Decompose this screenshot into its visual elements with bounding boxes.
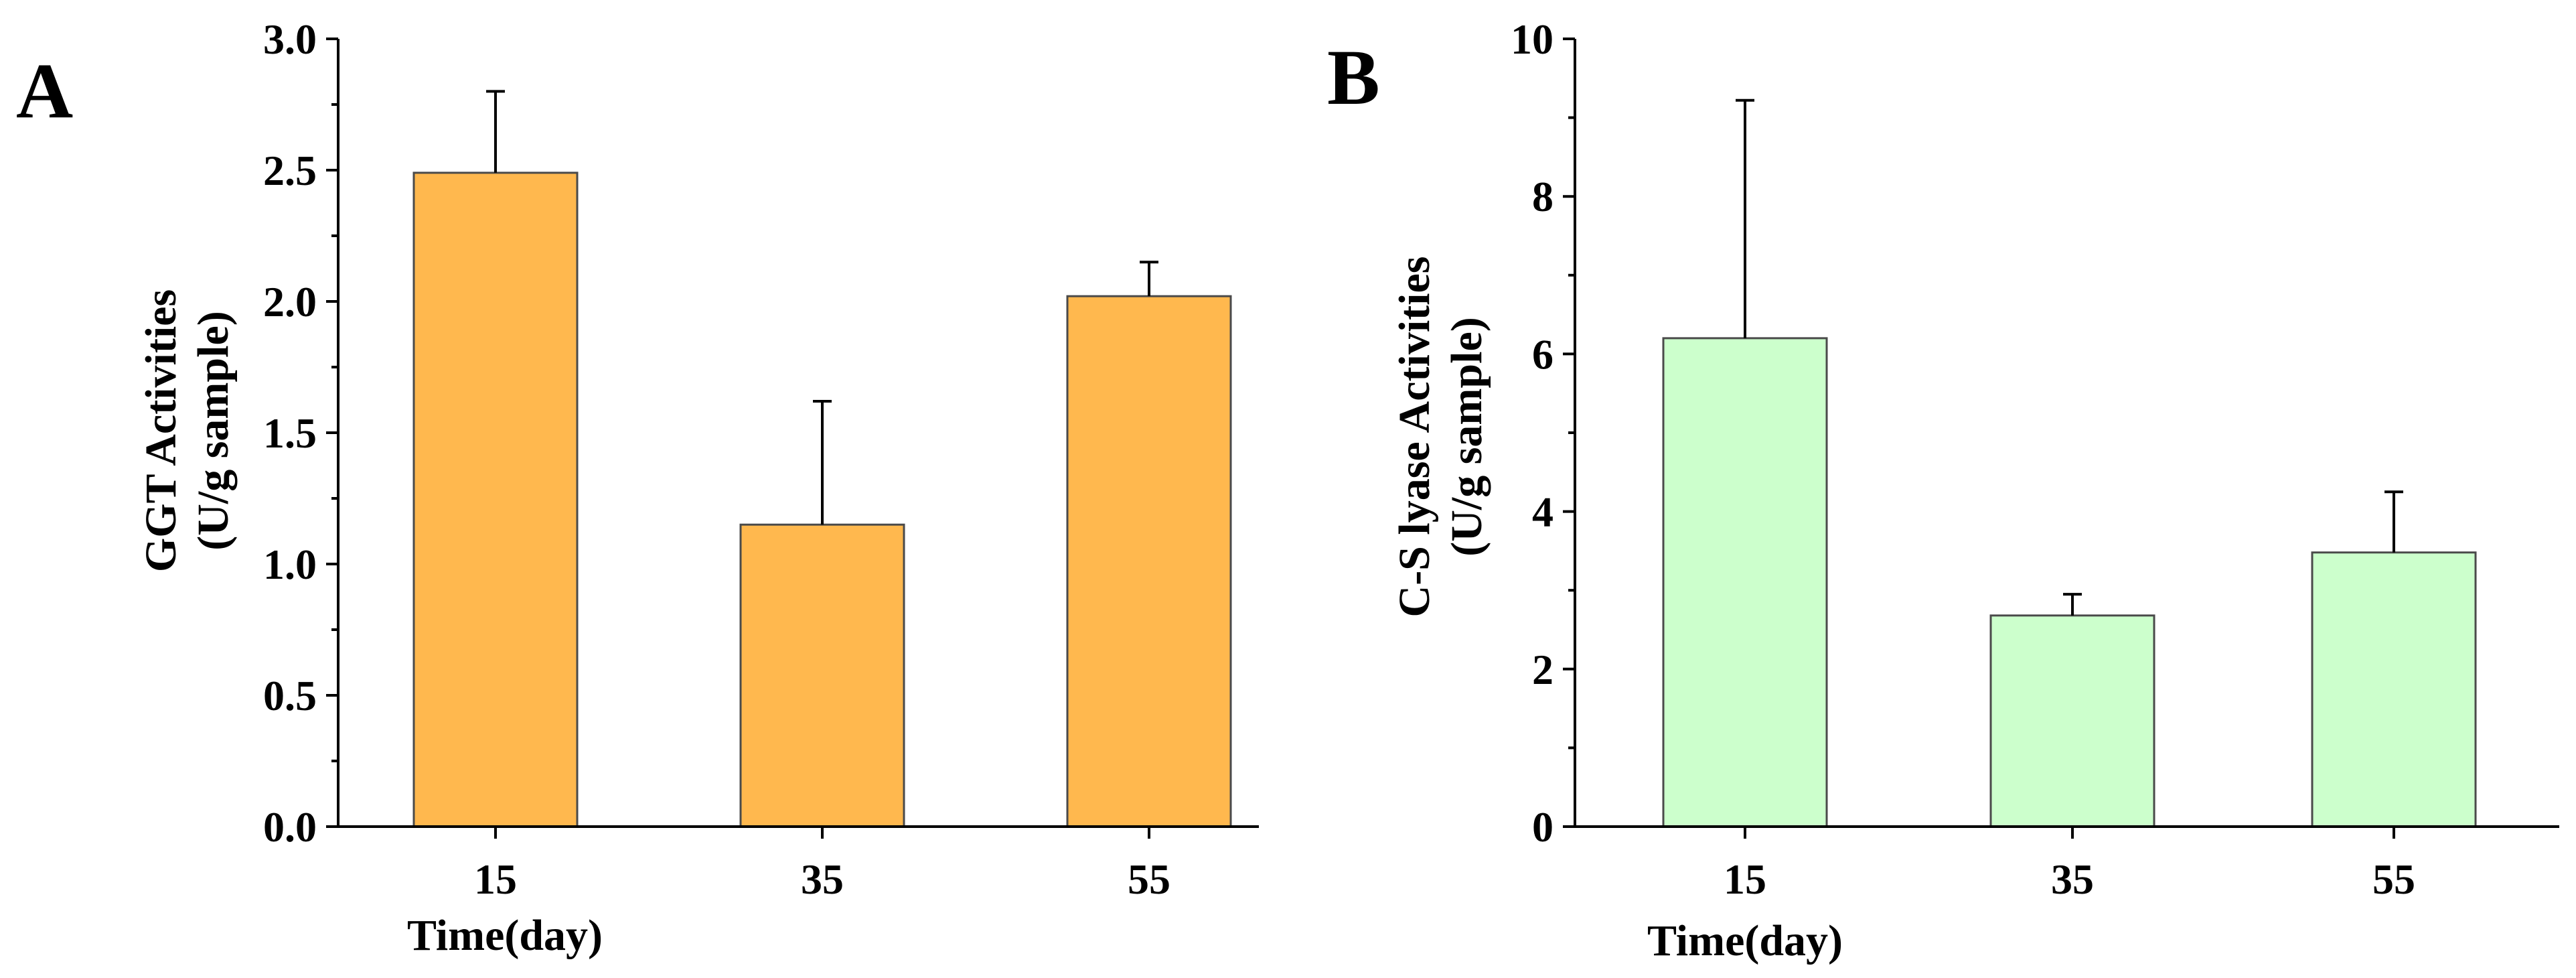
- panel-a-y-axis-subtitle: (U/g sample): [189, 311, 238, 550]
- panel-a-error-bars: [486, 90, 1158, 525]
- y-tick-label: 0.5: [263, 672, 317, 719]
- y-tick-label: 0: [1532, 803, 1554, 851]
- y-tick-label: 1.5: [263, 409, 317, 457]
- x-tick-label: 35: [801, 855, 844, 903]
- panel-b-x-ticks: 15 35 55: [1724, 827, 2415, 903]
- y-tick-label: 6: [1532, 330, 1554, 378]
- panel-b-bars: [1662, 337, 2477, 828]
- bar-b-15: [1662, 337, 1828, 828]
- x-tick-label: 55: [2372, 855, 2415, 903]
- panel-b-y-ticks: 0 2 4 6 8 10: [1511, 15, 1575, 851]
- panel-b-y-axis-subtitle: (U/g sample): [1442, 317, 1491, 556]
- panel-a: A: [16, 15, 1259, 960]
- y-tick-label: 0.0: [263, 803, 317, 851]
- y-tick-label: 3.0: [263, 15, 317, 63]
- panel-a-label: A: [16, 47, 73, 135]
- bar-a-35: [739, 523, 905, 828]
- y-tick-label: 1.0: [263, 541, 317, 588]
- panel-b-label: B: [1327, 33, 1380, 121]
- y-tick-label: 10: [1511, 15, 1554, 63]
- y-tick-label: 4: [1532, 488, 1554, 536]
- panel-a-x-ticks: 15 35 55: [474, 827, 1170, 903]
- y-tick-label: 2: [1532, 646, 1554, 693]
- bar-b-35: [1989, 614, 2155, 828]
- panel-b-x-axis-title: Time(day): [1647, 916, 1843, 965]
- x-tick-label: 35: [2051, 855, 2094, 903]
- panel-b-y-axis-title: C-S lyase Activities: [1390, 257, 1439, 618]
- x-tick-label: 15: [474, 855, 517, 903]
- x-tick-label: 15: [1724, 855, 1766, 903]
- y-tick-label: 8: [1532, 173, 1554, 220]
- panel-b-error-bars: [1736, 98, 2403, 616]
- bar-a-55: [1066, 295, 1232, 828]
- panel-b: B 0 2: [1327, 15, 2559, 965]
- panel-a-y-axis-title: GGT Activities: [137, 289, 185, 572]
- bar-a-15: [412, 171, 579, 828]
- y-tick-label: 2.5: [263, 147, 317, 194]
- y-tick-label: 2.0: [263, 278, 317, 326]
- panel-a-x-axis-title: Time(day): [407, 911, 603, 960]
- bar-b-55: [2311, 551, 2477, 828]
- x-tick-label: 55: [1128, 855, 1170, 903]
- panel-a-y-ticks: 0.0 0.5 1.0 1.5 2.0 2.5 3.0: [263, 15, 338, 851]
